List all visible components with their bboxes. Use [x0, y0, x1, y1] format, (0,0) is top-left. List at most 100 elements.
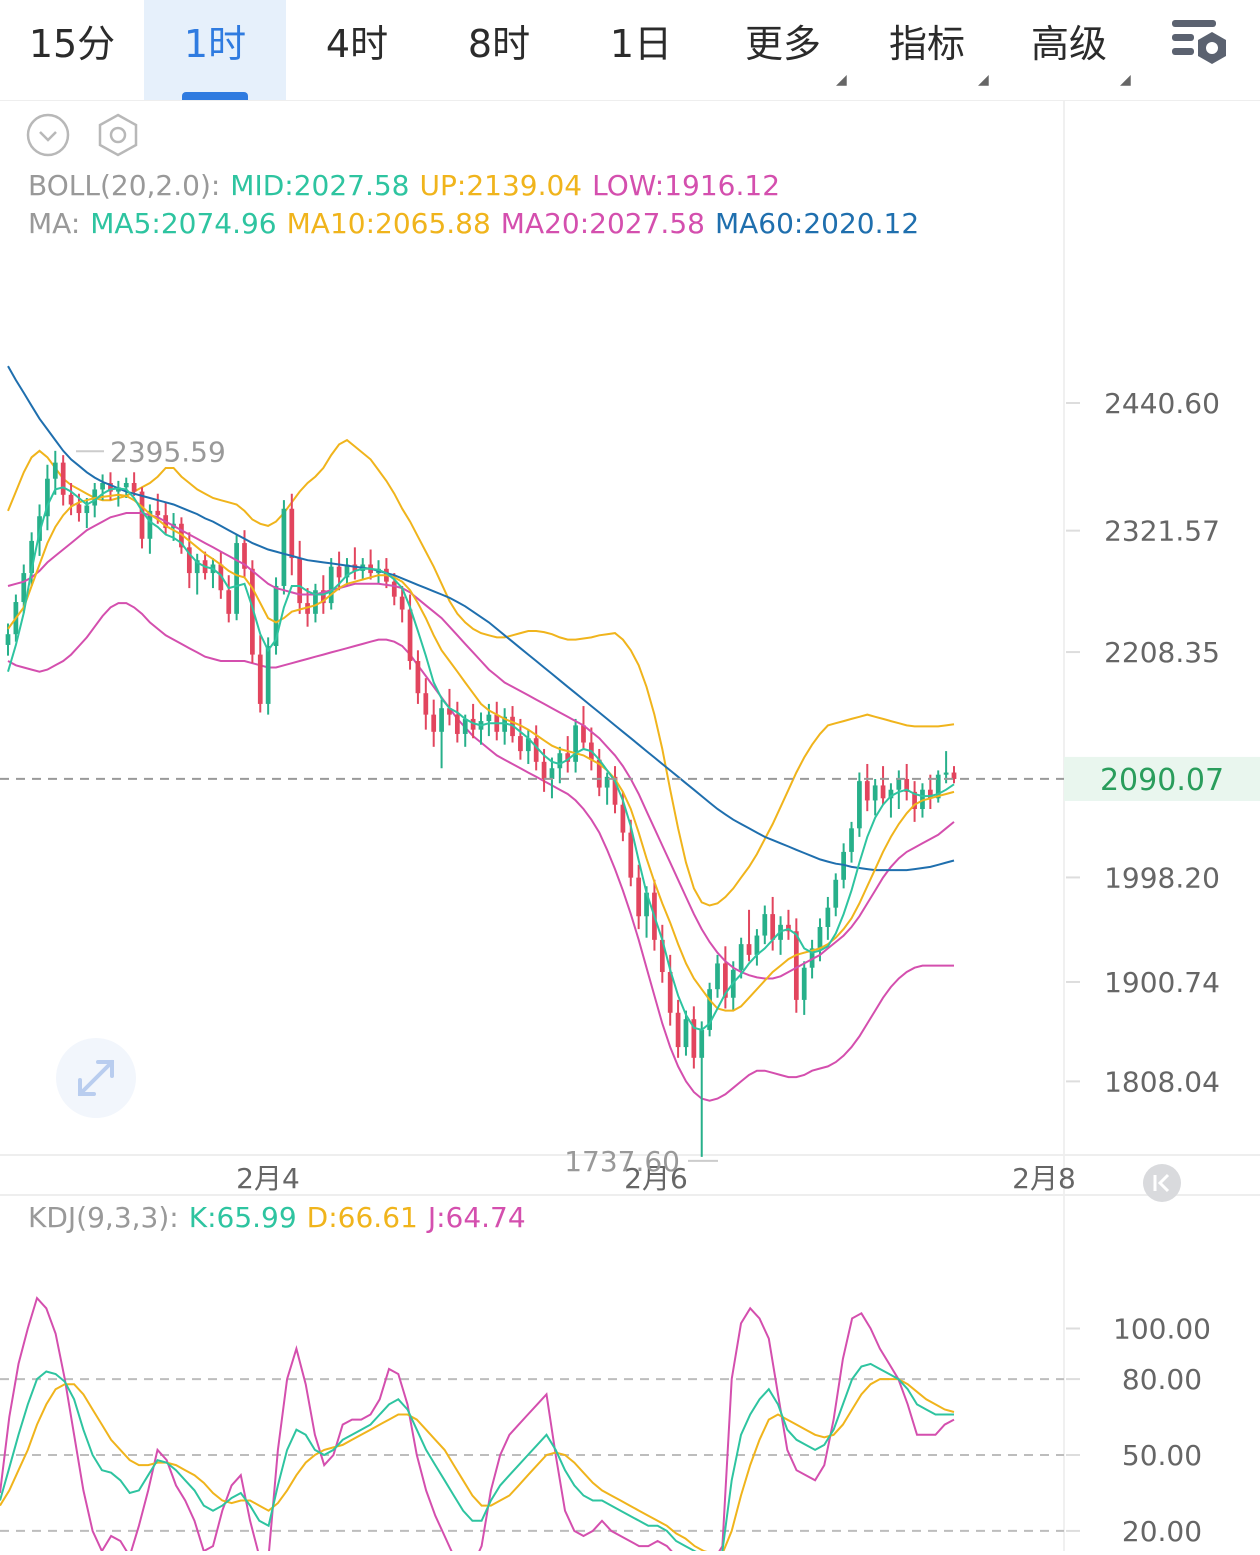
- candle-body: [447, 708, 452, 715]
- candle-body: [123, 483, 129, 488]
- max-price-label: 2395.59: [110, 435, 226, 468]
- candle-body: [100, 483, 105, 490]
- tab-4hour[interactable]: 4时: [286, 0, 428, 100]
- tab-label: 1时: [183, 22, 247, 66]
- current-price-label: 2090.07: [1100, 763, 1224, 798]
- candle-body: [707, 989, 712, 1030]
- kdj-tick-label: 20.00: [1122, 1515, 1202, 1548]
- candlestick-chart[interactable]: 2440.60 2321.57 2208.35 1998.20 1900.74 1808.…: [0, 101, 1260, 1555]
- candle-body: [943, 772, 949, 775]
- candle-body: [147, 510, 153, 539]
- candle-body: [289, 508, 295, 559]
- indicator-settings-button[interactable]: [98, 113, 138, 157]
- candle-body: [439, 708, 444, 732]
- ma5-value: MA5:2074.96: [90, 207, 277, 240]
- tab-indicators[interactable]: 指标 ◢: [856, 0, 998, 100]
- candle-body: [849, 828, 854, 852]
- candle-body: [620, 804, 626, 833]
- candle-body: [242, 543, 247, 569]
- x-axis-label: 2月6: [624, 1162, 688, 1195]
- tab-more[interactable]: 更多 ◢: [712, 0, 854, 100]
- kdj-tick-label: 80.00: [1122, 1363, 1202, 1396]
- dropdown-triangle-icon: ◢: [1120, 72, 1131, 88]
- candle-body: [596, 759, 602, 788]
- candle-body: [84, 505, 90, 514]
- candle-body: [833, 879, 839, 908]
- candle-body: [904, 778, 910, 792]
- candle-body: [502, 716, 508, 732]
- candle-body: [612, 776, 618, 805]
- candle-body: [226, 590, 232, 614]
- ma60-line: [7, 365, 955, 872]
- candle-body: [644, 892, 649, 917]
- candle-body: [454, 714, 460, 734]
- candle-body: [801, 967, 807, 1000]
- candle-body: [723, 963, 728, 998]
- candle-body: [391, 581, 397, 597]
- candle-body: [139, 491, 145, 539]
- candle-body: [888, 789, 894, 799]
- candle-body: [250, 568, 255, 655]
- scroll-to-latest-button[interactable]: [1143, 1164, 1181, 1202]
- tab-label: 更多: [744, 22, 821, 66]
- candle-body: [525, 738, 531, 752]
- candle-body: [683, 1019, 689, 1048]
- boll-label: BOLL(20,2.0):: [28, 169, 221, 202]
- candle-body: [935, 774, 941, 799]
- candle-body: [257, 654, 263, 704]
- candle-body: [186, 547, 192, 574]
- candle-body: [699, 1029, 705, 1058]
- candle-body: [470, 718, 476, 730]
- kdj-tick-label: 100.00: [1113, 1313, 1211, 1346]
- candle-body: [52, 462, 58, 479]
- ma10-value: MA10:2065.88: [286, 207, 491, 240]
- tab-label: 1日: [609, 22, 673, 66]
- tab-advanced[interactable]: 高级 ◢: [998, 0, 1140, 100]
- y-tick-label: 1998.20: [1104, 861, 1220, 894]
- candle-body: [336, 566, 342, 578]
- tab-1day[interactable]: 1日: [570, 0, 712, 100]
- candle-body: [927, 789, 933, 799]
- ma20-line: [7, 512, 955, 980]
- candle-body: [320, 590, 326, 604]
- candle-body: [951, 772, 957, 779]
- tab-label: 指标: [888, 22, 965, 66]
- indicator-collapse-button[interactable]: [26, 113, 70, 157]
- candle-body: [549, 768, 555, 779]
- candle-body: [305, 603, 310, 614]
- ma10-line: [7, 493, 955, 1012]
- candle-body: [754, 935, 760, 955]
- candle-body: [920, 789, 925, 810]
- y-tick-label: 1808.04: [1104, 1065, 1220, 1098]
- tab-8hour[interactable]: 8时: [428, 0, 570, 100]
- candle-body: [786, 924, 791, 932]
- chart-settings-button[interactable]: [1168, 14, 1234, 74]
- candle-body: [344, 564, 350, 578]
- candle-body: [352, 564, 358, 571]
- candle-body: [880, 785, 886, 799]
- candle-body: [770, 914, 776, 940]
- kdj-j: J:64.74: [427, 1201, 526, 1234]
- boll-lower-band: [7, 602, 954, 1102]
- active-tab-indicator: [182, 92, 248, 100]
- boll-low: LOW:1916.12: [592, 169, 781, 202]
- candle-body: [896, 778, 902, 790]
- candle-body: [659, 939, 665, 973]
- candle-body: [431, 714, 437, 732]
- boll-upper-band: [7, 438, 955, 907]
- kdj-d: D:66.61: [306, 1201, 418, 1234]
- candle-body: [533, 738, 539, 762]
- hexagon-settings-icon: [98, 113, 138, 157]
- candle-body: [557, 753, 563, 769]
- candle-body: [573, 725, 578, 762]
- tab-1hour[interactable]: 1时: [144, 0, 286, 100]
- candle-body: [5, 634, 11, 645]
- expand-chart-button[interactable]: [56, 1038, 136, 1118]
- candle-body: [691, 1019, 697, 1058]
- candle-body: [194, 560, 200, 574]
- dropdown-triangle-icon: ◢: [836, 72, 847, 88]
- kdj-j-line: [0, 1296, 955, 1555]
- tab-15min[interactable]: 15分: [0, 0, 144, 100]
- chart-area[interactable]: 2440.60 2321.57 2208.35 1998.20 1900.74 1808.…: [0, 101, 1260, 1555]
- kdj-legend: KDJ(9,3,3): K:65.99 D:66.61 J:64.74: [28, 1201, 536, 1234]
